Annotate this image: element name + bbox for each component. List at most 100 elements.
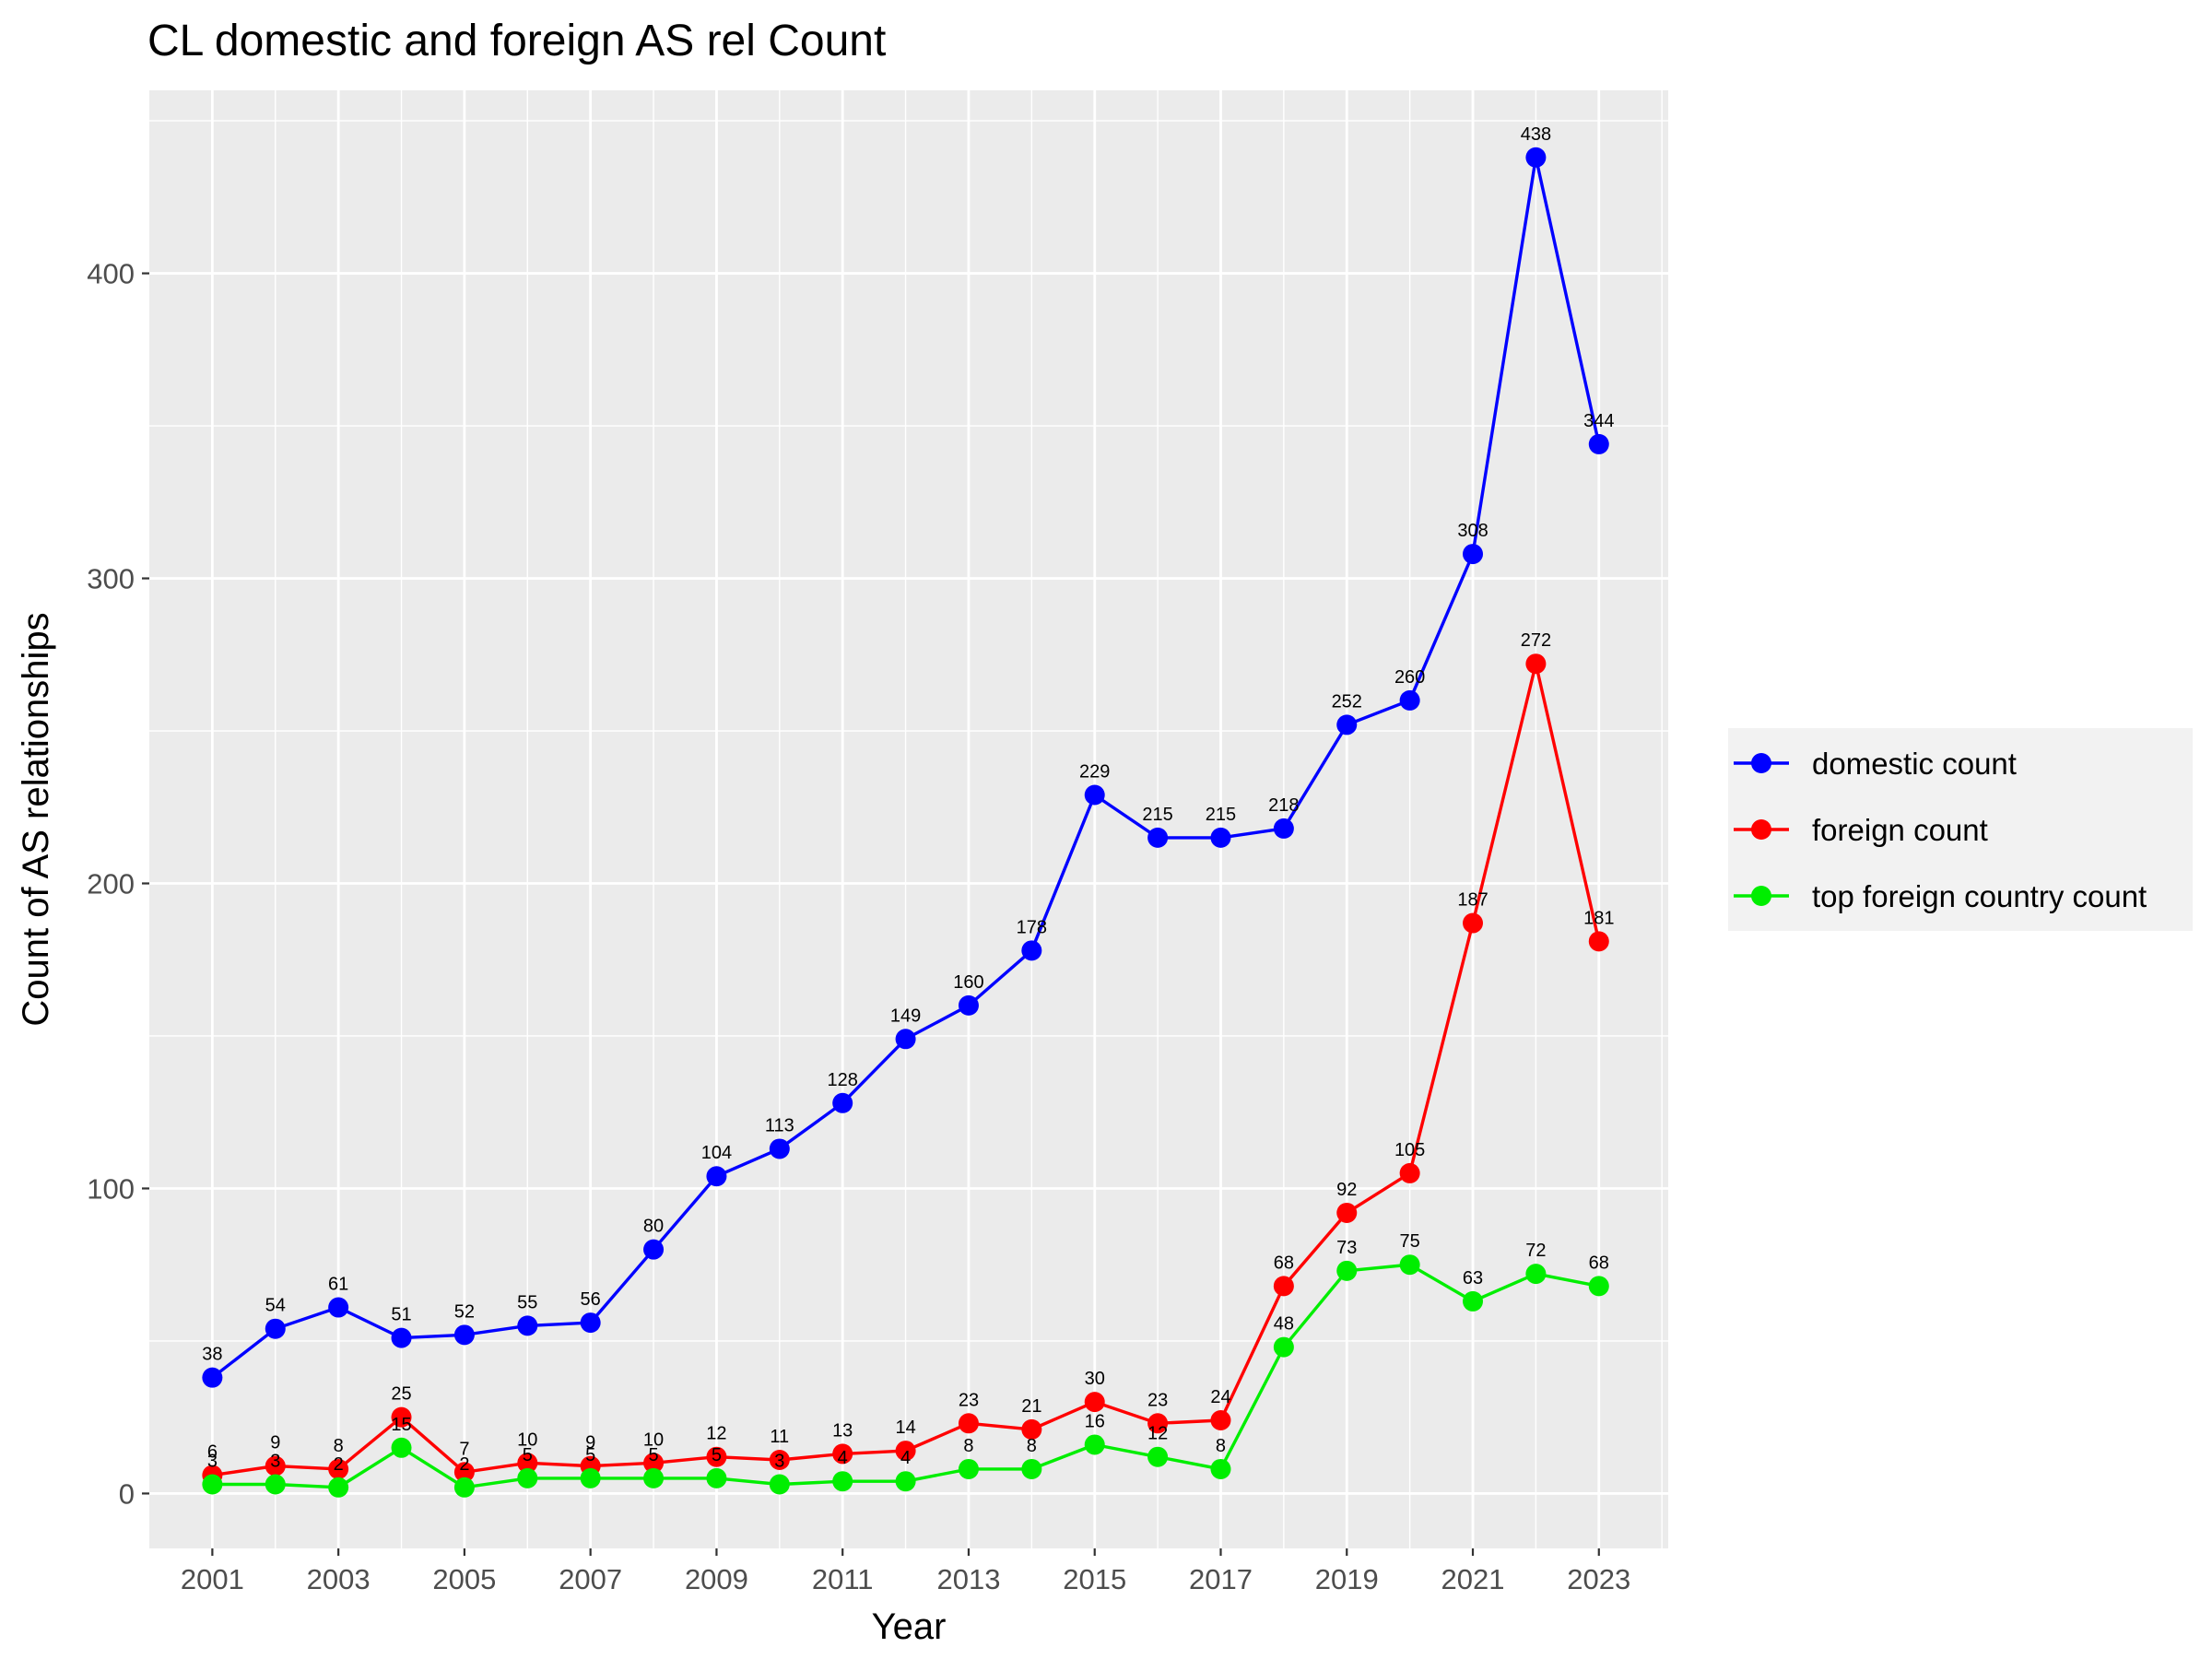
foreign-count-data-label: 272 — [1521, 630, 1551, 651]
legend-key-point-domestic-count — [1751, 753, 1771, 773]
top-foreign-country-count-point — [958, 1458, 979, 1479]
top-foreign-country-count-point — [1525, 1264, 1547, 1285]
y-axis-title: Count of AS relationships — [16, 612, 56, 1026]
domestic-count-data-label: 113 — [765, 1115, 794, 1135]
top-foreign-country-count-data-label: 73 — [1336, 1238, 1357, 1258]
foreign-count-data-label: 23 — [1147, 1390, 1168, 1410]
domestic-count-point — [391, 1327, 412, 1348]
foreign-count-point — [1021, 1418, 1042, 1440]
foreign-count-data-label: 13 — [832, 1420, 853, 1441]
x-tick-label: 2009 — [685, 1563, 748, 1595]
domestic-count-data-label: 38 — [202, 1345, 222, 1365]
x-tick-label: 2015 — [1063, 1563, 1126, 1595]
top-foreign-country-count-data-label: 8 — [1216, 1436, 1226, 1456]
top-foreign-country-count-data-label: 75 — [1400, 1231, 1420, 1252]
top-foreign-country-count-data-label: 5 — [523, 1445, 533, 1465]
foreign-count-data-label: 11 — [770, 1427, 789, 1447]
domestic-count-data-label: 52 — [454, 1301, 475, 1322]
foreign-count-point — [895, 1441, 916, 1462]
top-foreign-country-count-data-label: 3 — [774, 1451, 784, 1471]
foreign-count-data-label: 68 — [1274, 1253, 1294, 1273]
foreign-count-data-label: 10 — [643, 1430, 664, 1450]
domestic-count-data-label: 51 — [391, 1305, 411, 1325]
foreign-count-data-label: 12 — [706, 1424, 726, 1444]
x-tick-label: 2003 — [307, 1563, 371, 1595]
foreign-count-point — [1147, 1413, 1169, 1434]
top-foreign-country-count-data-label: 5 — [712, 1445, 722, 1465]
domestic-count-point — [1399, 689, 1420, 711]
domestic-count-data-label: 229 — [1079, 762, 1110, 782]
x-tick-label: 2021 — [1441, 1563, 1505, 1595]
domestic-count-point — [1021, 940, 1042, 961]
foreign-count-data-label: 14 — [895, 1418, 915, 1438]
top-foreign-country-count-point — [643, 1467, 665, 1488]
domestic-count-data-label: 215 — [1206, 805, 1236, 825]
top-foreign-country-count-data-label: 3 — [270, 1451, 280, 1471]
legend-label-foreign-count: foreign count — [1812, 813, 1988, 847]
top-foreign-country-count-point — [832, 1471, 853, 1492]
top-foreign-country-count-point — [517, 1467, 538, 1488]
top-foreign-country-count-point — [1463, 1290, 1484, 1312]
top-foreign-country-count-point — [1147, 1446, 1169, 1467]
domestic-count-point — [1525, 147, 1547, 168]
y-tick-label: 300 — [87, 563, 135, 595]
x-axis-ticks: 2001 2003 2005 2007 2009 2011 2013 2015 2017 2019… — [181, 1548, 1630, 1595]
foreign-count-point — [1463, 912, 1484, 934]
top-foreign-country-count-point — [769, 1474, 790, 1495]
x-tick-label: 2011 — [812, 1563, 874, 1595]
foreign-count-point — [832, 1443, 853, 1465]
y-axis-ticks: 0 100 200 300 400 — [87, 258, 149, 1510]
foreign-count-point — [1399, 1162, 1420, 1183]
top-foreign-country-count-point — [328, 1477, 349, 1498]
domestic-count-data-label: 61 — [328, 1275, 348, 1295]
legend: domestic count foreign count top foreign c… — [1728, 728, 2193, 931]
foreign-count-point — [1273, 1276, 1294, 1297]
top-foreign-country-count-data-label: 4 — [900, 1448, 911, 1468]
foreign-count-data-label: 21 — [1021, 1396, 1041, 1417]
top-foreign-country-count-point — [706, 1467, 727, 1488]
foreign-count-data-label: 30 — [1085, 1369, 1105, 1389]
foreign-count-point — [769, 1450, 790, 1471]
domestic-count-point — [453, 1324, 475, 1346]
top-foreign-country-count-data-label: 12 — [1147, 1424, 1168, 1444]
domestic-count-point — [328, 1297, 349, 1318]
domestic-count-data-label: 54 — [265, 1296, 286, 1316]
domestic-count-point — [958, 994, 979, 1016]
domestic-count-point — [643, 1239, 665, 1260]
domestic-count-data-label: 160 — [953, 972, 983, 993]
foreign-count-data-label: 24 — [1210, 1387, 1230, 1407]
legend-background — [1728, 728, 2193, 931]
top-foreign-country-count-point — [1021, 1458, 1042, 1479]
foreign-count-point — [1210, 1409, 1231, 1430]
legend-key-point-top-foreign-country-count — [1751, 886, 1771, 906]
top-foreign-country-count-point — [1588, 1276, 1609, 1297]
series-layer — [202, 147, 1609, 1498]
domestic-count-data-label: 260 — [1394, 667, 1425, 688]
grid-lines — [149, 90, 1668, 1548]
foreign-count-point — [265, 1455, 286, 1477]
foreign-count-point — [643, 1453, 665, 1474]
domestic-count-point — [1210, 827, 1231, 848]
top-foreign-country-count-data-label: 63 — [1463, 1268, 1483, 1288]
foreign-count-data-label: 9 — [585, 1433, 595, 1453]
top-foreign-country-count-point — [1210, 1458, 1231, 1479]
domestic-count-point — [1084, 784, 1105, 806]
foreign-count-data-label: 6 — [207, 1442, 218, 1463]
foreign-count-data-label: 181 — [1583, 908, 1614, 928]
top-foreign-country-count-point — [391, 1437, 412, 1458]
domestic-count-data-label: 438 — [1521, 124, 1551, 145]
chart-title: CL domestic and foreign AS rel Count — [147, 17, 886, 65]
foreign-count-data-label: 187 — [1457, 890, 1488, 911]
foreign-count-data-label: 25 — [391, 1384, 411, 1405]
domestic-count-point — [265, 1318, 286, 1339]
foreign-count-data-label: 23 — [959, 1390, 979, 1410]
domestic-count-point — [1588, 433, 1609, 454]
foreign-count-point — [958, 1413, 979, 1434]
domestic-count-data-label: 128 — [828, 1070, 858, 1090]
y-tick-label: 100 — [87, 1172, 135, 1205]
foreign-count-data-label: 92 — [1336, 1180, 1357, 1200]
top-foreign-country-count-point — [1336, 1260, 1358, 1281]
domestic-count-point — [1147, 827, 1169, 848]
top-foreign-country-count-data-label: 68 — [1589, 1253, 1609, 1273]
